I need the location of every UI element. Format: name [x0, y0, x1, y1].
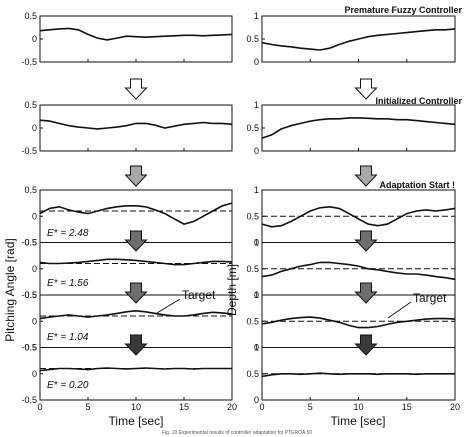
target-label-right: Target: [413, 291, 447, 305]
arrow-right-5: [354, 334, 378, 356]
arrow-right-4: [354, 282, 378, 304]
panel-4-frame: [261, 104, 456, 152]
panel-5-ytick-label: 0: [32, 211, 37, 221]
panel-5-trace: [39, 258, 233, 266]
panel-6-trace: [261, 205, 456, 228]
plot-panels: 0.50-0.510.500.50-0.510.500.50-0.50.50-0…: [21, 11, 460, 412]
arrow-left-5: [124, 334, 148, 356]
panel-5-ytick-label: 0.5: [24, 343, 37, 353]
panel-5-xtick-label: 15: [179, 402, 189, 412]
panel-3-trace: [39, 119, 233, 130]
panel-4-ytick-label: 0.5: [246, 123, 259, 133]
panel-5-trace: [39, 202, 233, 225]
target-pointer-right: [387, 301, 412, 319]
panel-6-ytick-label: 0: [254, 343, 259, 353]
error-label-2: E* = 1.56: [47, 278, 89, 289]
panel-5-xtick-label: 20: [227, 402, 237, 412]
panel-5-ytick-label: 0: [32, 264, 37, 274]
arrow-left-2: [124, 165, 148, 187]
panel-3-frame: [39, 104, 233, 152]
error-label-3: E* = 1.04: [47, 332, 89, 343]
annotation-premature: Premature Fuzzy Controller: [344, 5, 462, 15]
panel-6-ytick-label: 0: [254, 395, 259, 405]
panel-6-trace: [261, 261, 456, 281]
panel-6-ytick-label: 0.5: [246, 369, 259, 379]
target-pointer-left: [156, 298, 181, 314]
panel-1-ytick-label: -0.5: [21, 57, 37, 67]
panel-5-ytick-label: 0: [32, 316, 37, 326]
panel-1-ytick-label: 0: [32, 34, 37, 44]
panel-5-ytick-label: 0.5: [24, 238, 37, 248]
panel-6-ytick-label: 1: [254, 185, 259, 195]
panel-6-xtick-label: 0: [259, 402, 264, 412]
panel-4-ytick-label: 0: [254, 146, 259, 156]
panel-6-xtick-label: 20: [450, 402, 460, 412]
panel-1-frame: [39, 15, 233, 63]
panel-6-trace: [261, 316, 456, 329]
panel-5-ytick-label: -0.5: [21, 290, 37, 300]
panel-6-ytick-label: 0.5: [246, 264, 259, 274]
panel-5-xtick-label: 10: [131, 402, 141, 412]
panel-5-ytick-label: 0.5: [24, 185, 37, 195]
panel-5-ytick-label: -0.5: [21, 343, 37, 353]
panel-5-xtick-label: 0: [37, 402, 42, 412]
panel-5-ytick-label: -0.5: [21, 238, 37, 248]
flow-arrows: [124, 78, 378, 356]
panel-6-ytick-label: 1: [254, 290, 259, 300]
panel-3-ytick-label: -0.5: [21, 146, 37, 156]
panel-5-ytick-label: -0.5: [21, 395, 37, 405]
panel-5-ytick-label: 0: [32, 369, 37, 379]
panel-4-trace: [261, 117, 456, 139]
panel-6-ytick-label: 0.5: [246, 211, 259, 221]
panel-5-xtick-label: 5: [85, 402, 90, 412]
panel-6-xtick-label: 10: [353, 402, 363, 412]
arrow-right-3: [354, 230, 378, 252]
panel-5-trace: [39, 309, 233, 320]
panel-2-ytick-label: 1: [254, 11, 259, 21]
panel-6-xtick-label: 15: [402, 402, 412, 412]
panel-1-ytick-label: 0.5: [24, 11, 37, 21]
panel-3-ytick-label: 0.5: [24, 100, 37, 110]
figure-caption: Fig. 10 Experimental results of controll…: [162, 430, 312, 436]
arrow-left-4: [124, 282, 148, 304]
panel-1-trace: [39, 27, 233, 41]
arrow-left-3: [124, 230, 148, 252]
panel-6-xtick-label: 5: [308, 402, 313, 412]
error-label-1: E* = 2.48: [47, 228, 89, 239]
panel-6-ytick-label: 0.5: [246, 316, 259, 326]
arrow-left-1: [124, 78, 148, 100]
panel-4-ytick-label: 1: [254, 100, 259, 110]
panel-5-ytick-label: 0.5: [24, 290, 37, 300]
panel-6-ytick-label: 0: [254, 290, 259, 300]
panel-2-ytick-label: 0: [254, 57, 259, 67]
arrow-right-1: [354, 78, 378, 100]
arrow-right-2: [354, 165, 378, 187]
panel-6-ytick-label: 1: [254, 238, 259, 248]
annotation-adaptation: Adaptation Start !: [380, 180, 456, 190]
error-label-4: E* = 0.20: [47, 380, 89, 391]
annotation-initialized: Initialized Controller: [375, 96, 462, 106]
panel-2-ytick-label: 0.5: [246, 34, 259, 44]
x-axis-title-left: Time [sec]: [109, 414, 164, 428]
panel-3-ytick-label: 0: [32, 123, 37, 133]
panel-6-ytick-label: 1: [254, 343, 259, 353]
y-axis-title-left: Pitching Angle [rad]: [3, 238, 17, 341]
panel-2-trace: [261, 28, 456, 51]
x-axis-title-right: Time [sec]: [331, 414, 386, 428]
panel-6-ytick-label: 0: [254, 238, 259, 248]
